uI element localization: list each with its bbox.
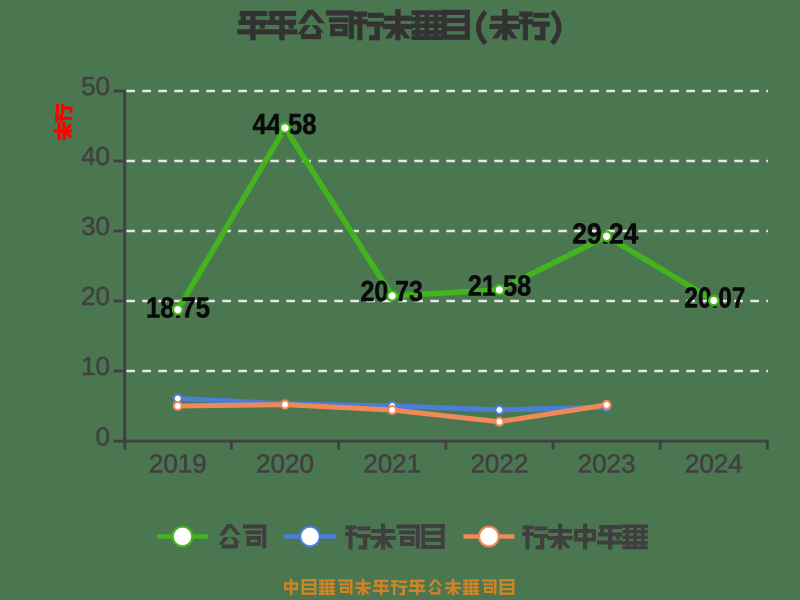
svg-text:20.07: 20.07 [684,283,745,315]
svg-text:2021: 2021 [363,449,421,479]
svg-text:10: 10 [81,351,110,381]
svg-text:0: 0 [96,422,110,452]
svg-text:50: 50 [81,71,110,101]
svg-text:2019: 2019 [149,449,207,479]
svg-text:40: 40 [81,141,110,171]
svg-text:2022: 2022 [470,449,528,479]
svg-text:30: 30 [81,211,110,241]
svg-text:2023: 2023 [578,449,636,479]
svg-text:20: 20 [81,281,110,311]
svg-text:2020: 2020 [256,449,314,479]
svg-text:2024: 2024 [685,449,743,479]
